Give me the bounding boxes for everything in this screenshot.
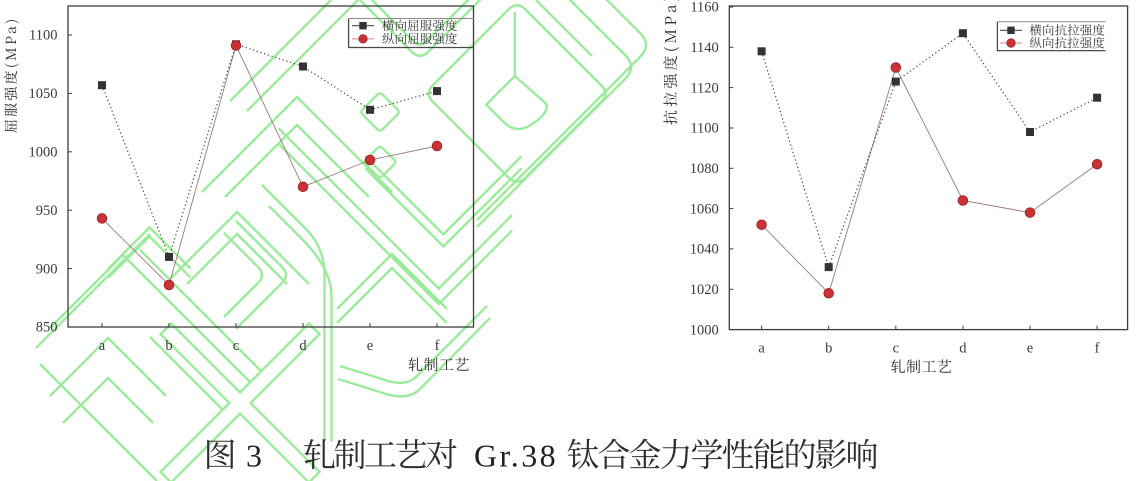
svg-text:d: d [959, 341, 967, 357]
svg-text:c: c [233, 338, 239, 354]
svg-text:850: 850 [36, 320, 58, 336]
svg-text:950: 950 [36, 203, 58, 219]
svg-text:e: e [367, 338, 373, 354]
svg-text:a: a [758, 341, 765, 357]
svg-text:1020: 1020 [690, 282, 719, 298]
svg-text:1000: 1000 [690, 322, 719, 338]
svg-text:a: a [99, 338, 106, 354]
svg-text:1060: 1060 [690, 201, 719, 217]
svg-text:3: 3 [246, 438, 262, 474]
svg-text:1100: 1100 [690, 121, 718, 137]
svg-text:1000: 1000 [29, 145, 58, 161]
svg-text:e: e [1027, 341, 1033, 357]
svg-text:1120: 1120 [690, 80, 718, 96]
svg-text:f: f [1095, 341, 1100, 357]
svg-text:d: d [299, 338, 307, 354]
svg-text:f: f [435, 338, 440, 354]
svg-text:c: c [893, 341, 899, 357]
svg-text:1100: 1100 [29, 28, 57, 44]
svg-text:b: b [165, 338, 172, 354]
svg-text:Gr.38: Gr.38 [474, 438, 558, 474]
svg-text:1160: 1160 [690, 0, 718, 16]
svg-text:1140: 1140 [690, 40, 718, 56]
svg-text:1080: 1080 [690, 161, 719, 177]
svg-text:b: b [825, 341, 832, 357]
svg-text:900: 900 [36, 261, 58, 277]
svg-text:1040: 1040 [690, 242, 719, 258]
svg-text:1050: 1050 [29, 86, 58, 102]
